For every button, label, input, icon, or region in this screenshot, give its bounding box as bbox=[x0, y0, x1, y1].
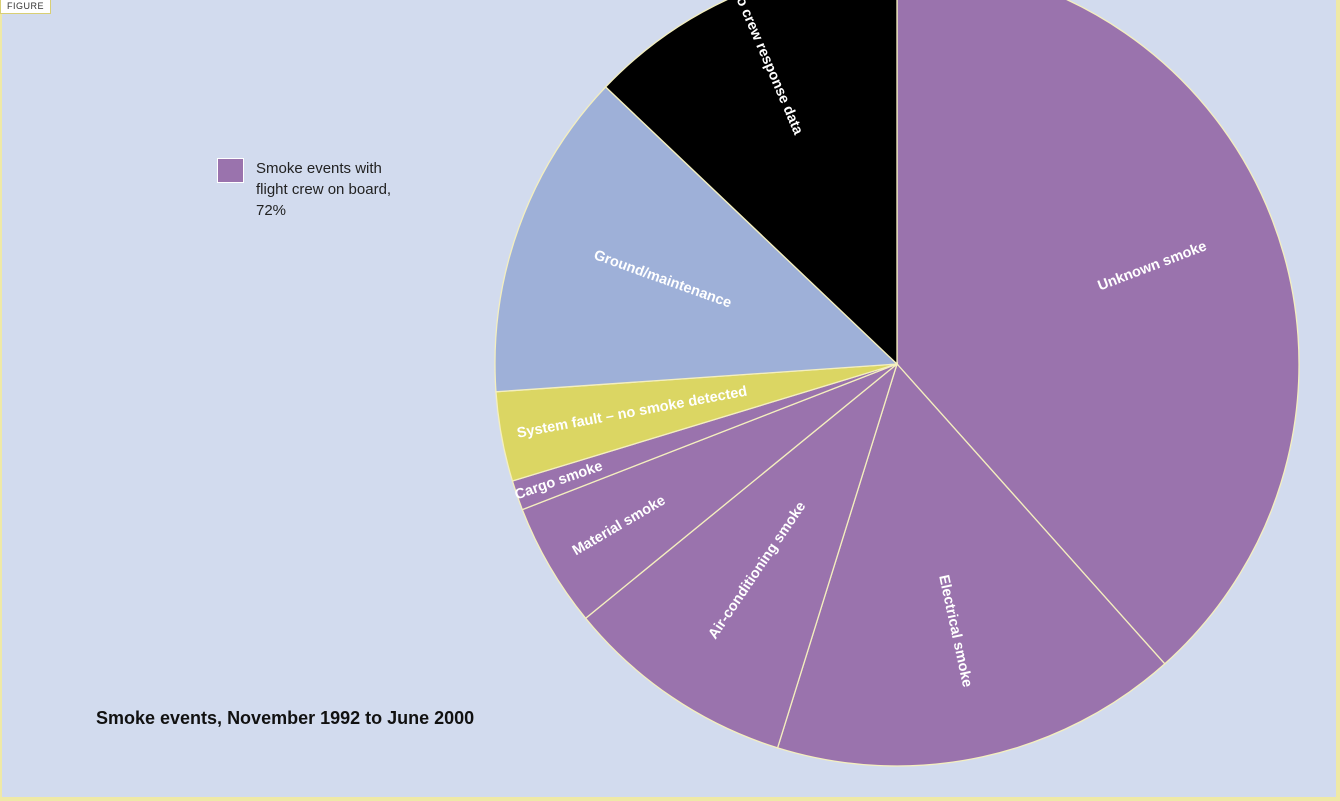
slice-air-conditioning-smoke bbox=[584, 362, 899, 749]
slice-ground-maintenance bbox=[494, 86, 899, 393]
chart-title: Smoke events, November 1992 to June 2000 bbox=[96, 708, 475, 728]
legend-label: Smoke events with flight crew on board, … bbox=[256, 160, 392, 219]
legend-swatch bbox=[217, 158, 244, 183]
slice-no-crew-response-data bbox=[604, 0, 898, 366]
pie-slices bbox=[494, 0, 1300, 767]
slice-electrical-smoke bbox=[776, 362, 1166, 767]
legend: Smoke events with flight crew on board, … bbox=[217, 158, 416, 221]
figure-tag: FIGURE bbox=[0, 0, 52, 14]
slice-unknown-smoke bbox=[896, 0, 1300, 665]
